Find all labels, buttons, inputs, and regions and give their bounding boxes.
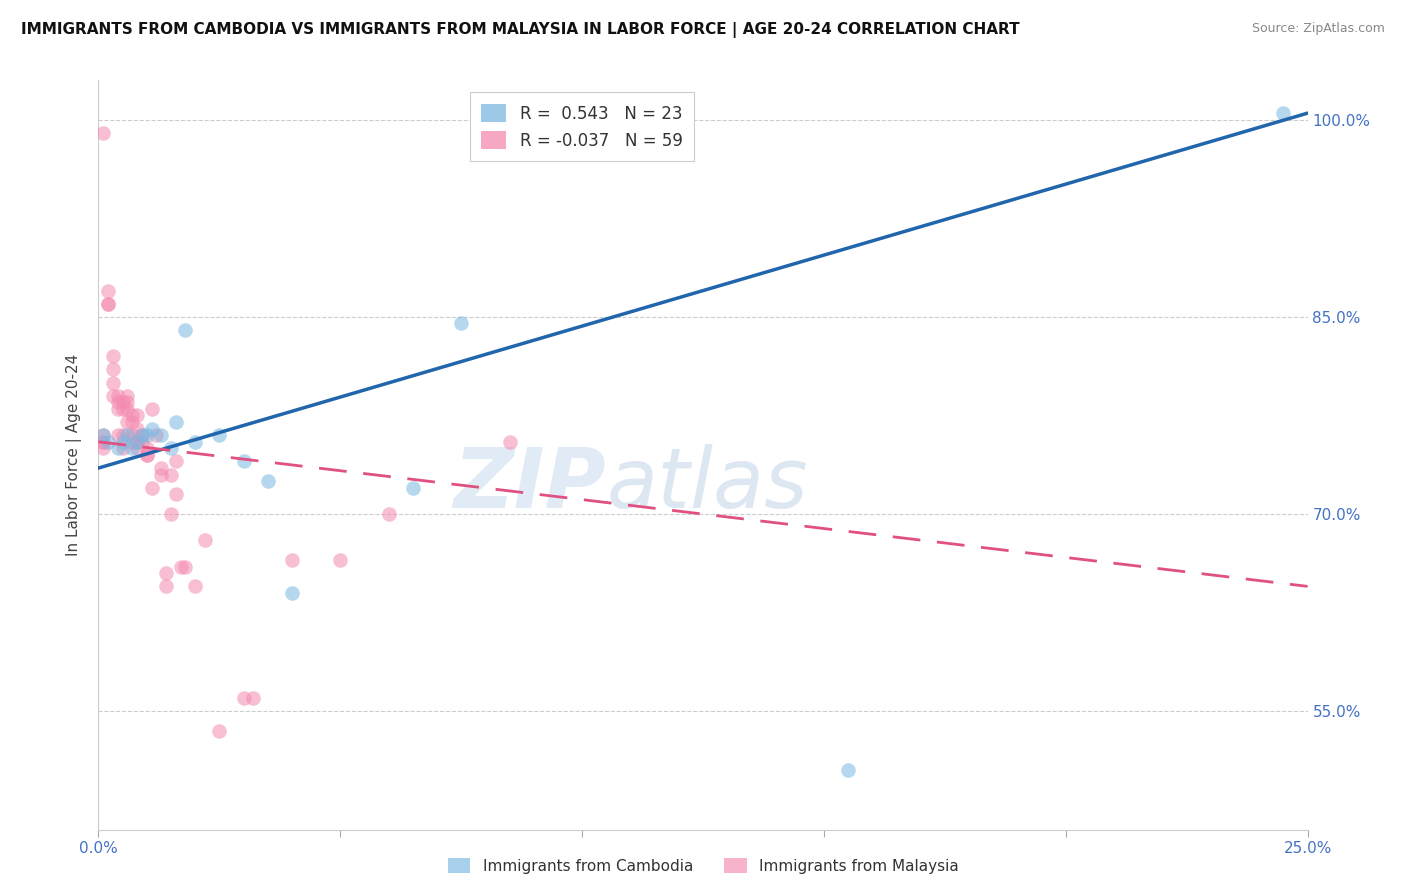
Point [97,284,120,298]
Point [131,434,153,449]
Point [377,507,399,521]
Text: Source: ZipAtlas.com: Source: ZipAtlas.com [1251,22,1385,36]
Point [155,579,177,593]
Point [281,586,304,600]
Point [127,442,149,456]
Point [91,126,114,140]
Point [97,434,120,449]
Legend: Immigrants from Cambodia, Immigrants from Malaysia: Immigrants from Cambodia, Immigrants fro… [441,852,965,880]
Point [160,467,183,482]
Point [329,553,352,567]
Point [107,389,129,403]
Point [107,442,129,456]
Point [91,434,114,449]
Point [150,428,173,442]
Point [184,579,207,593]
Point [402,481,425,495]
Point [127,422,149,436]
Point [450,317,472,331]
Point [160,507,183,521]
Point [127,434,149,449]
Point [117,428,139,442]
Point [91,442,114,456]
Point [121,442,143,456]
Point [256,474,278,488]
Point [232,454,254,468]
Point [194,533,217,548]
Point [127,434,149,449]
Point [111,395,134,409]
Text: atlas: atlas [606,444,808,525]
Point [232,691,254,706]
Point [145,428,167,442]
Point [141,481,163,495]
Point [127,409,149,423]
Point [121,428,143,442]
Point [101,362,124,376]
Text: IMMIGRANTS FROM CAMBODIA VS IMMIGRANTS FROM MALAYSIA IN LABOR FORCE | AGE 20-24 : IMMIGRANTS FROM CAMBODIA VS IMMIGRANTS F… [21,22,1019,38]
Point [91,428,114,442]
Point [150,461,173,475]
Point [141,422,163,436]
Point [117,395,139,409]
Point [165,487,187,501]
Point [150,467,173,482]
Point [97,297,120,311]
Point [111,428,134,442]
Point [155,566,177,581]
Point [135,428,157,442]
Point [101,349,124,363]
Point [184,434,207,449]
Point [101,376,124,390]
Point [107,428,129,442]
Point [117,401,139,416]
Point [837,764,859,778]
Point [169,559,191,574]
Point [135,448,157,462]
Point [165,415,187,429]
Point [117,415,139,429]
Point [91,428,114,442]
Point [91,434,114,449]
Point [141,401,163,416]
Point [242,691,264,706]
Point [174,559,197,574]
Y-axis label: In Labor Force | Age 20-24: In Labor Force | Age 20-24 [66,354,83,556]
Point [135,442,157,456]
Point [117,389,139,403]
Legend: R =  0.543   N = 23, R = -0.037   N = 59: R = 0.543 N = 23, R = -0.037 N = 59 [470,93,695,161]
Point [121,409,143,423]
Point [107,395,129,409]
Point [107,401,129,416]
Point [131,428,153,442]
Point [281,553,304,567]
Point [121,415,143,429]
Point [111,442,134,456]
Point [111,434,134,449]
Point [498,434,520,449]
Point [174,323,197,337]
Point [1272,106,1295,120]
Point [97,297,120,311]
Point [208,723,231,738]
Point [121,434,143,449]
Point [165,454,187,468]
Text: ZIP: ZIP [454,444,606,525]
Point [208,428,231,442]
Point [160,442,183,456]
Point [111,401,134,416]
Point [131,428,153,442]
Point [135,448,157,462]
Point [101,389,124,403]
